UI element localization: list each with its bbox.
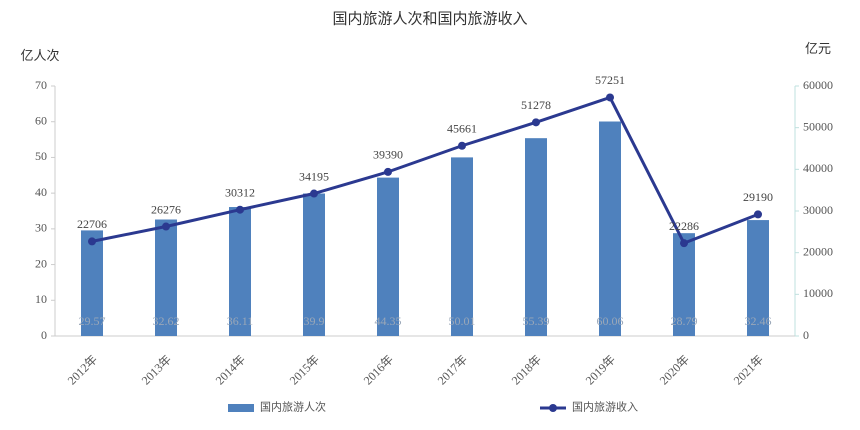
- line-marker: [162, 222, 170, 231]
- bar-value-label: 29.57: [79, 314, 106, 328]
- bar-value-label: 36.11: [227, 314, 254, 328]
- y-tick-label: 10: [35, 292, 47, 306]
- y2-tick-label: 30000: [803, 203, 833, 217]
- legend-marker: [549, 404, 557, 412]
- bar: [451, 157, 473, 336]
- y-axis-label: 亿人次: [20, 48, 59, 63]
- line-marker: [88, 237, 96, 246]
- bar-value-label: 55.39: [523, 314, 550, 328]
- y-tick-label: 20: [35, 256, 47, 270]
- y-tick-label: 30: [35, 221, 47, 235]
- line-value-label: 30312: [225, 185, 255, 199]
- legend-label: 国内旅游收入: [572, 400, 638, 414]
- y2-tick-label: 50000: [803, 119, 833, 133]
- bar: [229, 207, 251, 336]
- legend-swatch: [228, 404, 254, 412]
- line-marker: [310, 189, 318, 198]
- line: [91, 95, 759, 246]
- line-value-label: 39390: [373, 148, 403, 162]
- line-value-label: 34195: [299, 169, 329, 183]
- y-tick-label: 40: [35, 185, 47, 199]
- y2-tick-label: 0: [803, 328, 809, 342]
- bar: [81, 230, 103, 336]
- line-value-label: 26276: [151, 202, 181, 216]
- bar: [673, 233, 695, 336]
- y2-tick-label: 20000: [803, 244, 833, 258]
- bar-value-label: 50.01: [449, 314, 476, 328]
- chart-title: 国内旅游人次和国内旅游收入: [332, 10, 527, 27]
- bar-value-label: 32.62: [153, 314, 180, 328]
- bar: [599, 121, 621, 336]
- line-value-label: 22706: [77, 217, 107, 231]
- bar-value-label: 28.79: [671, 314, 698, 328]
- line-marker: [754, 210, 762, 219]
- y-tick-label: 50: [35, 149, 47, 163]
- bar: [377, 177, 399, 336]
- legend-label: 国内旅游人次: [260, 400, 326, 414]
- bar-value-label: 32.46: [745, 314, 772, 328]
- y2-axis-label: 亿元: [805, 41, 831, 56]
- line-marker: [458, 141, 466, 150]
- line-value-label: 51278: [521, 98, 551, 112]
- y2-tick-label: 10000: [803, 286, 833, 300]
- line-value-label: 22286: [669, 219, 699, 233]
- line-value-label: 57251: [595, 73, 625, 87]
- bar: [303, 193, 325, 336]
- line-value-label: 29190: [743, 190, 773, 204]
- y-tick-label: 70: [35, 78, 47, 92]
- line-marker: [680, 239, 688, 248]
- bar: [155, 219, 177, 336]
- y2-tick-label: 40000: [803, 161, 833, 175]
- line-value-label: 45661: [447, 121, 477, 135]
- line-marker: [606, 93, 614, 102]
- line-marker: [236, 205, 244, 214]
- line-marker: [384, 167, 392, 176]
- bar-value-label: 44.35: [375, 314, 402, 328]
- bar-value-label: 39.9: [304, 314, 325, 328]
- bar-value-label: 60.06: [597, 314, 624, 328]
- line-marker: [532, 118, 540, 127]
- bar: [525, 138, 547, 336]
- y-tick-label: 0: [41, 328, 47, 342]
- y-tick-label: 60: [35, 113, 47, 127]
- y2-tick-label: 60000: [803, 78, 833, 92]
- bar: [747, 220, 769, 336]
